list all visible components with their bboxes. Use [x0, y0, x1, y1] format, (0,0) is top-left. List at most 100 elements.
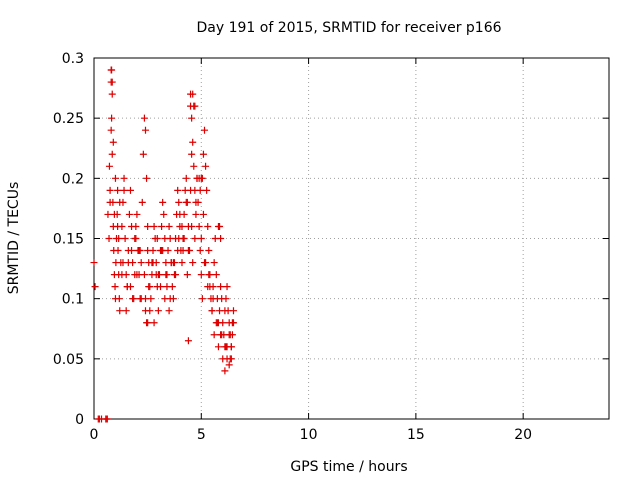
data-point [191, 235, 199, 242]
data-point [107, 78, 115, 86]
data-point [210, 259, 218, 267]
data-point [205, 247, 213, 255]
data-point [115, 295, 123, 303]
data-point [153, 235, 161, 242]
data-point [149, 259, 157, 267]
data-point [229, 319, 237, 327]
data-point [143, 174, 151, 182]
data-point [182, 174, 190, 182]
data-point [222, 295, 230, 303]
data-point [203, 186, 211, 194]
data-point [90, 259, 98, 267]
data-point [189, 259, 197, 267]
data-point [188, 114, 196, 122]
data-point [152, 271, 160, 279]
data-point [126, 186, 134, 194]
data-point [158, 247, 166, 255]
data-point [162, 271, 170, 279]
data-point [192, 198, 200, 206]
data-point [138, 198, 146, 206]
data-point [150, 319, 158, 327]
data-point [132, 222, 140, 230]
data-point [150, 222, 158, 230]
x-tick-label: 5 [197, 427, 206, 443]
data-point [160, 210, 168, 218]
data-point [189, 90, 197, 98]
data-point [198, 295, 206, 303]
data-point [116, 198, 124, 206]
data-point [154, 307, 162, 315]
data-point [144, 247, 152, 255]
data-point [144, 319, 152, 327]
x-tick-label: 20 [514, 427, 532, 443]
data-point [166, 295, 174, 303]
x-tick-label: 10 [300, 427, 318, 443]
data-point [178, 259, 186, 267]
x-tick-label: 0 [90, 427, 99, 443]
data-point [118, 271, 126, 279]
y-tick-label: 0.25 [53, 111, 84, 127]
data-point [208, 307, 216, 315]
data-point [139, 150, 147, 158]
data-point [157, 283, 165, 291]
data-point [137, 295, 145, 303]
data-point [136, 247, 144, 255]
data-point [212, 271, 220, 279]
data-point [140, 271, 148, 279]
data-point [201, 126, 209, 134]
scatter-points [90, 66, 237, 423]
data-point [131, 235, 139, 242]
data-point [202, 162, 210, 170]
data-point [121, 235, 129, 242]
data-point [104, 210, 112, 218]
data-point [190, 162, 198, 170]
data-point [114, 186, 122, 194]
data-point [217, 283, 225, 291]
data-point [133, 210, 141, 218]
data-point [122, 307, 130, 315]
data-point [108, 114, 116, 122]
data-point [174, 186, 182, 194]
data-point [191, 102, 199, 110]
data-point [197, 271, 205, 279]
data-point [178, 222, 186, 230]
data-point [125, 210, 133, 218]
data-point [204, 283, 212, 291]
x-tick-label: 15 [407, 427, 425, 443]
data-point [119, 259, 127, 267]
data-point [105, 235, 113, 242]
data-point [133, 271, 141, 279]
data-point [216, 222, 224, 230]
data-point [158, 222, 166, 230]
data-point [109, 138, 117, 146]
data-point [195, 222, 203, 230]
data-point [192, 210, 200, 218]
data-point [103, 415, 111, 423]
data-point [106, 198, 114, 206]
data-point [221, 367, 229, 375]
y-tick-label: 0 [75, 412, 84, 428]
data-point [123, 283, 131, 291]
axis-ticks: 0 5 10 15 20 0 0.05 0.1 0.15 0.2 0.25 0.3 [53, 51, 609, 443]
data-point [114, 222, 122, 230]
data-point [175, 198, 183, 206]
data-point [223, 283, 231, 291]
data-point [108, 66, 116, 74]
data-point [184, 337, 192, 345]
data-point [188, 150, 196, 158]
data-point [197, 235, 205, 242]
data-point [213, 319, 221, 327]
y-tick-label: 0.2 [62, 171, 84, 187]
data-point [114, 247, 122, 255]
data-point [142, 307, 149, 315]
data-point [205, 271, 213, 279]
data-point [170, 259, 178, 267]
x-axis-label: GPS time / hours [290, 459, 407, 475]
data-point [229, 307, 237, 315]
data-point [165, 222, 173, 230]
data-point [182, 198, 190, 206]
data-point [225, 361, 233, 369]
data-point [137, 259, 145, 267]
data-point [172, 271, 180, 279]
